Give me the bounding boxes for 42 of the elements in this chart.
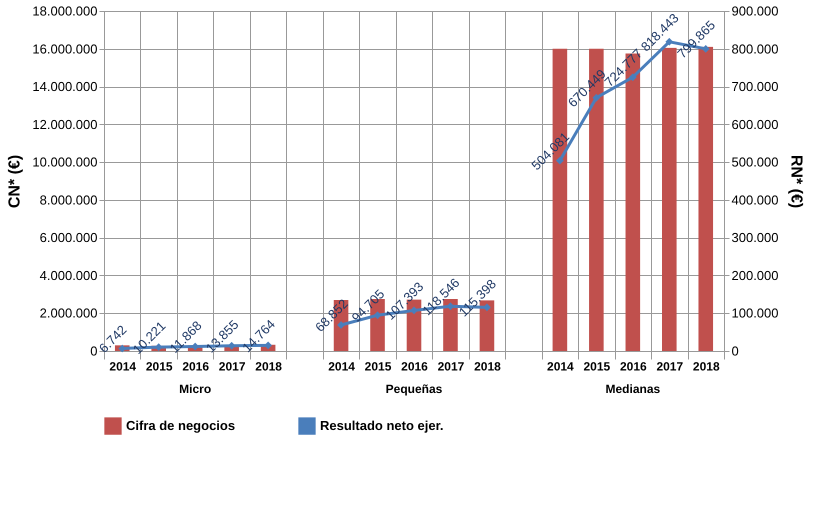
y2-tick-label: 100.000 [732,306,778,321]
x-tick-label: 2015 [584,360,611,374]
x-tick-label: 2017 [438,360,465,374]
legend-label: Cifra de negocios [126,418,236,434]
x-tick-label: 2014 [547,360,574,374]
y-tick-label: 10.000.000 [32,154,98,170]
y2-tick-label: 900.000 [732,4,778,18]
y2-tick-label: 700.000 [732,79,778,94]
y-axis-title: CN* (€) [6,154,24,208]
y-tick-label: 4.000.000 [40,268,98,283]
x-tick-label: 2018 [692,360,720,374]
y2-tick-label: 800.000 [732,41,778,56]
y2-tick-label: 0 [732,344,739,358]
y-tick-label: 14.000.000 [32,79,98,94]
y-tick-label: 12.000.000 [32,116,98,132]
y-tick-label: 2.000.000 [40,306,98,321]
y-tick-label: 0 [90,344,98,358]
y2-tick-label: 500.000 [732,154,778,170]
x-tick-label: 2018 [255,360,282,374]
x-tick-label: 2015 [146,360,173,374]
x-tick-label: 2017 [656,360,684,374]
text: Medianas [605,382,660,396]
y2-tick-label: 600.000 [732,116,778,132]
y2-tick-label: 200.000 [732,268,778,283]
y2-tick-label: 300.000 [732,230,778,246]
x-tick-label: 2016 [401,360,428,374]
x-tick-label: 2015 [364,360,392,374]
x-tick-label: 2014 [328,360,356,374]
y2-axis-title: RN* (€) [787,154,804,208]
text: Micro [179,382,212,396]
text: Pequeñas [386,382,443,396]
y-tick-label: 18.000.000 [32,4,98,18]
legend-label: Resultado neto ejer. [320,418,444,434]
x-tick-label: 2016 [182,360,210,374]
y-tick-label: 16.000.000 [32,41,98,56]
x-tick-label: 2018 [474,360,502,374]
y-tick-label: 6.000.000 [40,230,98,246]
y2-tick-label: 400.000 [732,192,778,208]
x-tick-label: 2017 [218,360,246,374]
y-tick-label: 8.000.000 [40,192,98,208]
x-tick-label: 2014 [109,360,136,374]
x-tick-label: 2016 [620,360,647,374]
